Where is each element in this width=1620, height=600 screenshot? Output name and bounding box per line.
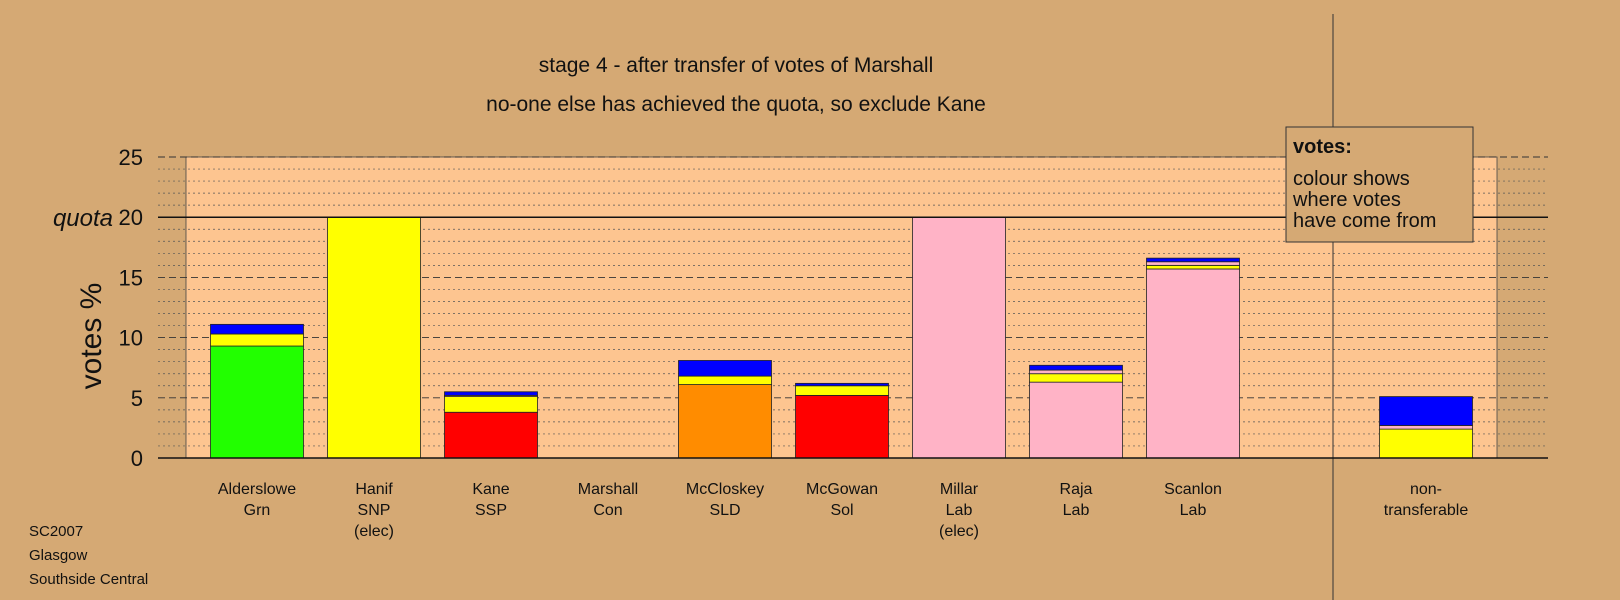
legend-box — [1285, 126, 1474, 243]
category-label: Lab — [946, 502, 973, 519]
bar-segment — [678, 360, 772, 377]
bar-segment — [1029, 381, 1123, 459]
category-label: Raja — [1060, 481, 1093, 498]
chart-subtitle: no-one else has achieved the quota, so e… — [486, 93, 986, 116]
y-tick-label: 10 — [119, 326, 143, 351]
y-tick-label: 15 — [119, 265, 143, 290]
bar-segment — [1379, 428, 1473, 459]
bar-segment — [678, 375, 772, 385]
bar-segment — [210, 345, 304, 459]
y-tick-label: 25 — [119, 145, 143, 170]
bar-segment — [1146, 264, 1240, 270]
category-label: Scanlon — [1164, 481, 1222, 498]
legend: votes: colour shows where votes have com… — [1285, 126, 1474, 243]
legend-line: have come from — [1293, 210, 1436, 232]
bar-segment — [795, 394, 889, 459]
chart-title: stage 4 - after transfer of votes of Mar… — [539, 54, 934, 77]
bar-segment — [1146, 261, 1240, 266]
category-label: Millar — [940, 481, 979, 498]
category-label: Sol — [830, 502, 853, 519]
category-label: Lab — [1180, 502, 1207, 519]
footer-line: Glasgow — [29, 547, 88, 564]
bar-segment — [1029, 364, 1123, 371]
bar-segment — [1146, 257, 1240, 263]
bar-segment — [1029, 369, 1123, 375]
category-label: Lab — [1063, 502, 1090, 519]
bar-segment — [795, 382, 889, 387]
bar-segment — [1379, 425, 1473, 430]
footer-line: Southside Central — [29, 571, 148, 588]
category-label: SLD — [709, 502, 740, 519]
y-axis-label: votes % — [75, 283, 108, 390]
y-tick-label: 20 — [119, 205, 143, 230]
category-label: SNP — [358, 502, 391, 519]
bar-segment — [1029, 373, 1123, 383]
category-label: non- — [1410, 481, 1442, 498]
bar-segment — [210, 333, 304, 347]
legend-line: colour shows — [1293, 168, 1410, 190]
category-label: SSP — [475, 502, 507, 519]
category-label: transferable — [1384, 502, 1469, 519]
category-label: (elec) — [939, 523, 979, 540]
y-tick-label: 5 — [131, 386, 143, 411]
bar-segment — [678, 384, 772, 459]
category-label: Hanif — [355, 481, 393, 498]
category-label: (elec) — [354, 523, 394, 540]
category-label: McCloskey — [686, 481, 764, 498]
category-label: Alderslowe — [218, 481, 296, 498]
bar-segment — [327, 216, 421, 459]
category-label: Marshall — [578, 481, 638, 498]
category-label: Grn — [244, 502, 271, 519]
footer-line: SC2007 — [29, 523, 83, 540]
labels: 0 5 10 15 20 25 Alderslowe Grn Hanif SNP (elec) Kan… — [119, 145, 1469, 540]
bar-segment — [210, 323, 304, 335]
bar-segment — [795, 385, 889, 396]
legend-title: votes: — [1293, 136, 1352, 158]
bars — [210, 216, 1473, 459]
category-label: McGowan — [806, 481, 878, 498]
bar-segment — [912, 216, 1006, 459]
legend-line: where votes — [1292, 189, 1401, 211]
bar-segment — [1379, 396, 1473, 426]
category-label: Kane — [472, 481, 509, 498]
y-tick-label: 0 — [131, 446, 143, 471]
footer: SC2007 Glasgow Southside Central — [29, 523, 148, 588]
bar-segment — [444, 396, 538, 413]
quota-label: quota — [53, 205, 113, 232]
category-label: Con — [593, 502, 622, 519]
bar-segment — [444, 391, 538, 396]
bar-segment — [1146, 268, 1240, 459]
bar-segment — [444, 411, 538, 459]
